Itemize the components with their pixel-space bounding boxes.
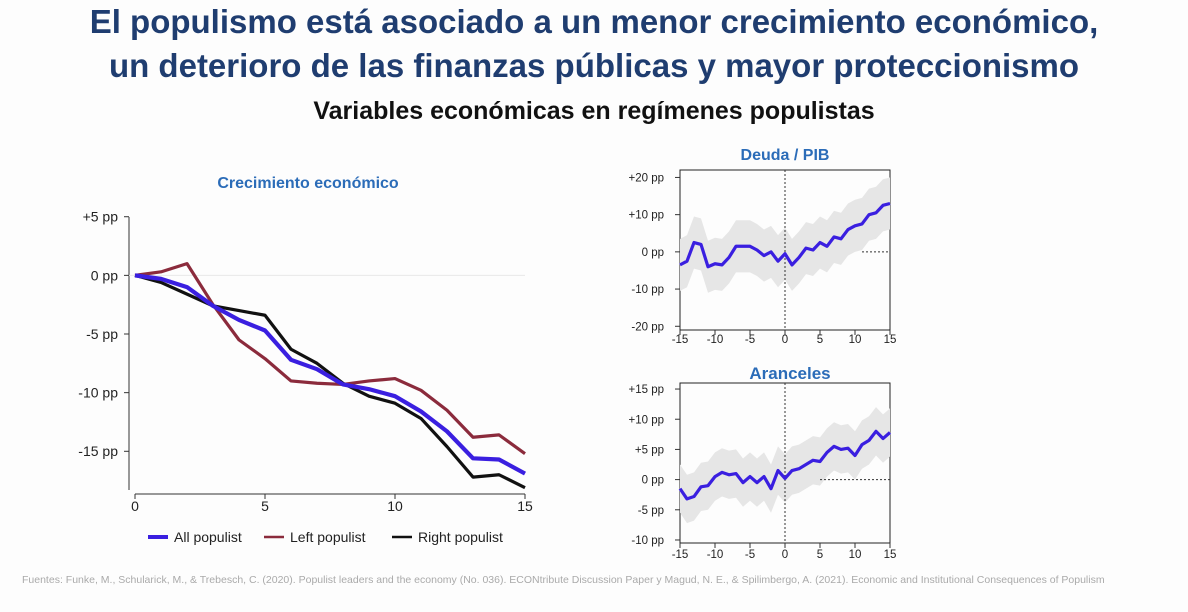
title-line-2: un deterioro de las finanzas públicas y … <box>108 47 1080 84</box>
legend-label: Right populist <box>418 529 503 545</box>
y-tick-label: 0 pp <box>642 247 664 259</box>
y-tick-label: +5 pp <box>83 209 119 225</box>
y-tick-label: 0 pp <box>91 267 118 283</box>
x-tick-label: 10 <box>387 498 403 514</box>
chart-title: Aranceles <box>749 364 830 383</box>
x-tick-label: 10 <box>849 334 862 346</box>
y-tick-label: -5 pp <box>86 326 118 342</box>
y-tick-label: +15 pp <box>629 384 665 396</box>
subtitle: Variables económicas en regímenes populi… <box>313 97 875 125</box>
x-tick-label: 5 <box>817 549 823 561</box>
y-tick-label: -5 pp <box>638 505 664 517</box>
chart-1: Crecimiento económico +5 pp 0 pp -5 pp -10 p… <box>78 175 533 545</box>
title-line-1: El populismo está asociado a un menor cr… <box>89 3 1099 40</box>
series-line-right-populist <box>134 273 526 490</box>
legend-label: All populist <box>174 529 242 545</box>
y-tick-label: -15 pp <box>78 443 118 459</box>
y-tick-label: +5 pp <box>635 444 664 456</box>
x-tick-label: 15 <box>884 334 897 346</box>
x-tick-label: 15 <box>517 498 533 514</box>
x-tick-label: -10 <box>707 549 724 561</box>
x-tick-label: -15 <box>672 549 689 561</box>
legend: All populist Left populist Right populist <box>148 529 503 545</box>
series-line-left-populist <box>134 262 526 455</box>
y-tick-label: 0 pp <box>642 475 664 487</box>
x-tick-label: 15 <box>884 549 897 561</box>
series-line-all-populist <box>134 273 526 476</box>
legend-label: Left populist <box>290 529 366 545</box>
x-tick-label: 0 <box>131 498 139 514</box>
x-tick-label: -5 <box>745 334 755 346</box>
chart-2: Deuda / PIB+20 pp+10 pp0 pp-10 pp-20 pp-… <box>629 147 897 346</box>
y-tick-label: -10 pp <box>631 535 664 547</box>
x-tick-label: 0 <box>782 334 788 346</box>
chart-title: Deuda / PIB <box>741 147 830 164</box>
confidence-band <box>680 407 890 524</box>
y-tick-label: +20 pp <box>629 172 665 184</box>
chart-title: Crecimiento económico <box>217 175 399 192</box>
series-line-main <box>679 201 891 269</box>
y-tick-label: +10 pp <box>629 414 665 426</box>
x-tick-label: -5 <box>745 549 755 561</box>
y-tick-label: -20 pp <box>631 321 664 333</box>
y-tick-label: -10 pp <box>631 284 664 296</box>
source-note: Fuentes: Funke, M., Schularick, M., & Tr… <box>22 574 1105 586</box>
x-tick-label: 10 <box>849 549 862 561</box>
x-tick-label: -10 <box>707 334 724 346</box>
x-tick-label: 5 <box>817 334 823 346</box>
x-tick-label: 5 <box>261 498 269 514</box>
x-tick-label: -15 <box>672 334 689 346</box>
y-tick-label: +10 pp <box>629 210 665 222</box>
chart-3: Aranceles +15 pp +10 pp +5 pp 0 pp -5 pp -10 p… <box>629 364 897 561</box>
series-line-main <box>678 429 892 501</box>
y-tick-label: -10 pp <box>78 385 118 401</box>
x-tick-label: 0 <box>782 549 788 561</box>
